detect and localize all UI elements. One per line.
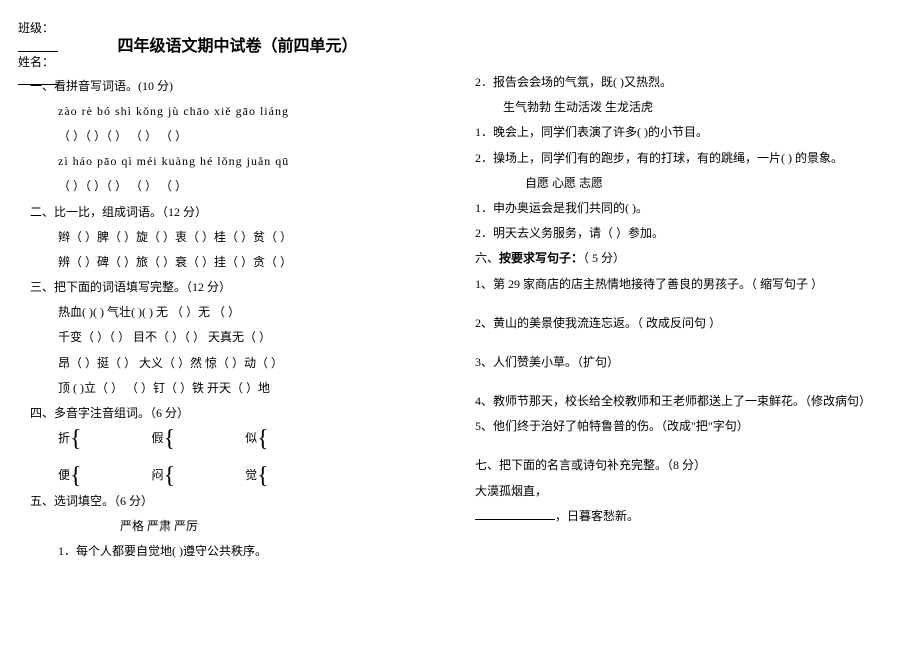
char-bian: 便	[58, 463, 70, 488]
main-content: 四年级语文期中试卷（前四单元） 一、看拼音写词语。(10 分) zào rè b…	[30, 15, 890, 564]
section-6-title: 六、按要求写句子：（ 5 分）	[475, 246, 890, 271]
char-jue: 觉	[245, 463, 257, 488]
poem-blank	[475, 508, 555, 520]
right-q2c: 2．明天去义务服务，请（ ）参加。	[475, 221, 890, 246]
section-1-pinyin-2: zì háo pāo qì méi kuàng hé lǒng juǎn qū	[30, 149, 445, 174]
section-1-pinyin-1: zào rè bó shì kǒng jù chāo xiě gāo liáng	[30, 99, 445, 124]
name-label: 姓名：	[18, 52, 54, 74]
section-3-line-2: 千变（ ）（ ） 目不（ ）（ ） 天真无（ ）	[30, 325, 445, 350]
section-3-line-3: 昂（ ）挺（ ） 大义（ ）然 惊（ ）动（ ）	[30, 351, 445, 376]
section-5-q1: 1．每个人都要自觉地( )遵守公共秩序。	[30, 539, 445, 564]
section-6-q1: 1、第 29 家商店的店主热情地接待了善良的男孩子。（ 缩写句子 ）	[475, 272, 890, 297]
section-7-line-2: ，日暮客愁新。	[475, 504, 890, 529]
section-7-line-1: 大漠孤烟直，	[475, 479, 890, 504]
class-label: 班级：	[18, 18, 54, 40]
section-6-q3: 3、人们赞美小草。（扩句）	[475, 350, 890, 375]
poem-1-start: 大漠孤烟直，	[475, 484, 547, 498]
section-4-row-1: 折{ 假{ 似{	[30, 426, 445, 451]
brace-icon: {	[164, 427, 176, 451]
section-4-title: 四、多音字注音组词。（6 分）	[30, 401, 445, 426]
page-title: 四年级语文期中试卷（前四单元）	[30, 30, 445, 64]
right-q1c: 1．申办奥运会是我们共同的( )。	[475, 196, 890, 221]
poem-2-end: ，日暮客愁新。	[555, 509, 639, 523]
char-zhe: 折	[58, 426, 70, 451]
left-column: 四年级语文期中试卷（前四单元） 一、看拼音写词语。(10 分) zào rè b…	[30, 70, 445, 564]
section-6-q4: 4、教师节那天，校长给全校教师和王老师都送上了一束鲜花。（修改病句）	[475, 389, 890, 414]
brace-icon: {	[70, 427, 82, 451]
right-words-2: 自愿 心愿 志愿	[475, 171, 890, 196]
section-1-blanks-1: （ ）（ ）（ ） （ ） （ ）	[30, 124, 445, 149]
right-column: 2．报告会会场的气氛，既( )又热烈。 生气勃勃 生动活泼 生龙活虎 1．晚会上…	[475, 70, 890, 564]
header-box: 班级： 姓名：	[18, 18, 58, 85]
section-4-row-2: 便{ 闷{ 觉{	[30, 463, 445, 488]
right-words-1: 生气勃勃 生动活泼 生龙活虎	[475, 95, 890, 120]
right-q2b: 2．操场上，同学们有的跑步，有的打球，有的跳绳，一片( ) 的景象。	[475, 146, 890, 171]
brace-icon: {	[164, 464, 176, 488]
section-7-title: 七、把下面的名言或诗句补充完整。（8 分）	[475, 453, 890, 478]
right-q2: 2．报告会会场的气氛，既( )又热烈。	[475, 70, 890, 95]
brace-icon: {	[257, 427, 269, 451]
section-1-title: 一、看拼音写词语。(10 分)	[30, 74, 445, 99]
section-6-q5: 5、他们终于治好了帕特鲁普的伤。（改成"把"字句）	[475, 414, 890, 439]
section-6-q2: 2、黄山的美景使我流连忘返。（ 改成反问句 ）	[475, 311, 890, 336]
section-2-line-1: 辫（ ）脾（ ）旋（ ）衷（ ）桂（ ）贫（ ）	[30, 225, 445, 250]
right-q1b: 1．晚会上，同学们表演了许多( )的小节目。	[475, 120, 890, 145]
section-6-prefix: 六、	[475, 251, 499, 265]
section-3-title: 三、把下面的词语填写完整。（12 分）	[30, 275, 445, 300]
section-6-bold: 按要求写句子：	[499, 251, 583, 265]
char-si: 似	[245, 426, 257, 451]
section-1-blanks-2: （ ）（ ）（ ） （ ） （ ）	[30, 174, 445, 199]
brace-icon: {	[70, 464, 82, 488]
brace-icon: {	[257, 464, 269, 488]
section-2-title: 二、比一比，组成词语。（12 分）	[30, 200, 445, 225]
section-3-line-4: 顶 ( )立（ ） （ ）钉（ ）铁 开天（ ）地	[30, 376, 445, 401]
name-blank	[18, 73, 58, 85]
char-jia: 假	[152, 426, 164, 451]
char-men: 闷	[152, 463, 164, 488]
section-3-line-1: 热血( )( ) 气壮( )( ) 无 （ ）无 （ ）	[30, 300, 445, 325]
section-2-line-2: 辨（ ）碑（ ）旅（ ）衰（ ）挂（ ）贪（ ）	[30, 250, 445, 275]
section-6-points: （ 5 分）	[583, 251, 625, 265]
class-blank	[18, 40, 58, 52]
section-5-words: 严格 严肃 严厉	[30, 514, 445, 539]
section-5-title: 五、选词填空。（6 分）	[30, 489, 445, 514]
